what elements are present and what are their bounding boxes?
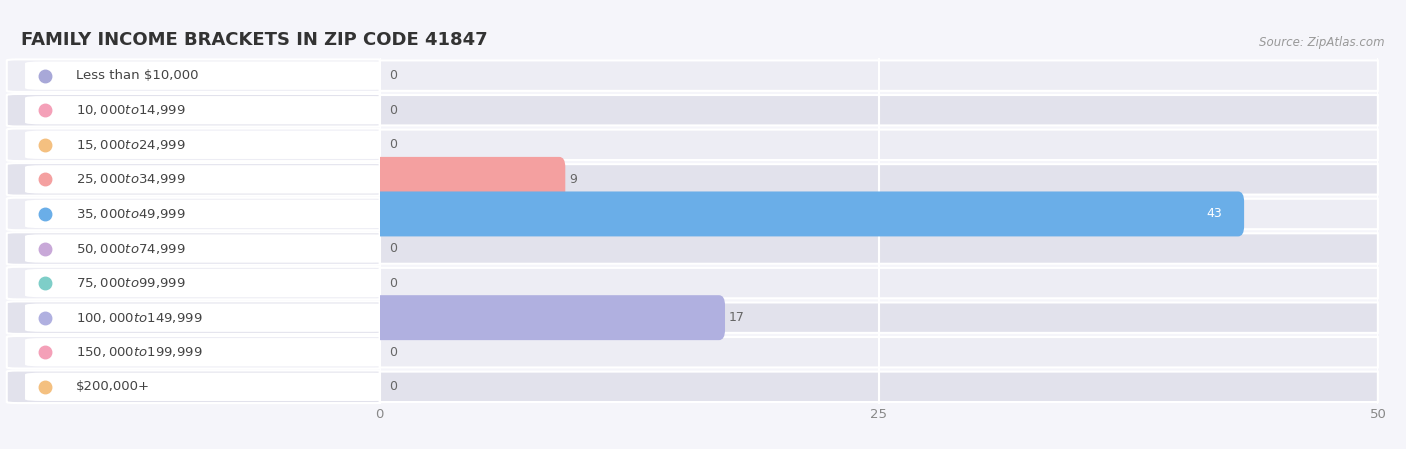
Text: FAMILY INCOME BRACKETS IN ZIP CODE 41847: FAMILY INCOME BRACKETS IN ZIP CODE 41847 — [21, 31, 488, 49]
FancyBboxPatch shape — [380, 199, 1378, 229]
FancyBboxPatch shape — [25, 234, 391, 263]
FancyBboxPatch shape — [7, 59, 387, 92]
FancyBboxPatch shape — [25, 62, 391, 90]
FancyBboxPatch shape — [380, 233, 1378, 264]
Text: Source: ZipAtlas.com: Source: ZipAtlas.com — [1260, 36, 1385, 49]
FancyBboxPatch shape — [380, 303, 1378, 333]
FancyBboxPatch shape — [25, 96, 391, 124]
FancyBboxPatch shape — [380, 61, 1378, 91]
Text: $35,000 to $49,999: $35,000 to $49,999 — [76, 207, 186, 221]
FancyBboxPatch shape — [7, 128, 387, 161]
FancyBboxPatch shape — [25, 373, 391, 401]
FancyBboxPatch shape — [380, 337, 1378, 367]
FancyBboxPatch shape — [25, 338, 391, 366]
Text: $200,000+: $200,000+ — [76, 380, 150, 393]
FancyBboxPatch shape — [380, 95, 1378, 125]
Text: $15,000 to $24,999: $15,000 to $24,999 — [76, 138, 186, 152]
FancyBboxPatch shape — [374, 295, 725, 340]
Text: 0: 0 — [389, 138, 398, 151]
FancyBboxPatch shape — [380, 164, 1378, 194]
FancyBboxPatch shape — [7, 198, 387, 230]
Text: 0: 0 — [389, 346, 398, 359]
Text: $100,000 to $149,999: $100,000 to $149,999 — [76, 311, 202, 325]
Text: $150,000 to $199,999: $150,000 to $199,999 — [76, 345, 202, 359]
Text: Less than $10,000: Less than $10,000 — [76, 69, 198, 82]
Text: $25,000 to $34,999: $25,000 to $34,999 — [76, 172, 186, 186]
Text: 0: 0 — [389, 69, 398, 82]
Text: 0: 0 — [389, 277, 398, 290]
FancyBboxPatch shape — [7, 163, 387, 196]
FancyBboxPatch shape — [374, 191, 1244, 237]
FancyBboxPatch shape — [7, 267, 387, 299]
FancyBboxPatch shape — [380, 372, 1378, 402]
Text: 0: 0 — [389, 242, 398, 255]
FancyBboxPatch shape — [7, 94, 387, 127]
FancyBboxPatch shape — [25, 165, 391, 194]
FancyBboxPatch shape — [7, 370, 387, 403]
FancyBboxPatch shape — [7, 232, 387, 265]
Text: 9: 9 — [569, 173, 578, 186]
Text: $50,000 to $74,999: $50,000 to $74,999 — [76, 242, 186, 255]
FancyBboxPatch shape — [380, 268, 1378, 298]
FancyBboxPatch shape — [25, 200, 391, 228]
FancyBboxPatch shape — [25, 304, 391, 332]
Text: 43: 43 — [1206, 207, 1222, 220]
FancyBboxPatch shape — [7, 336, 387, 369]
FancyBboxPatch shape — [25, 269, 391, 297]
Text: $10,000 to $14,999: $10,000 to $14,999 — [76, 103, 186, 117]
Text: 0: 0 — [389, 380, 398, 393]
FancyBboxPatch shape — [7, 301, 387, 334]
FancyBboxPatch shape — [380, 130, 1378, 160]
Text: 17: 17 — [728, 311, 745, 324]
FancyBboxPatch shape — [25, 131, 391, 159]
Text: 0: 0 — [389, 104, 398, 117]
Text: $75,000 to $99,999: $75,000 to $99,999 — [76, 276, 186, 290]
FancyBboxPatch shape — [374, 157, 565, 202]
